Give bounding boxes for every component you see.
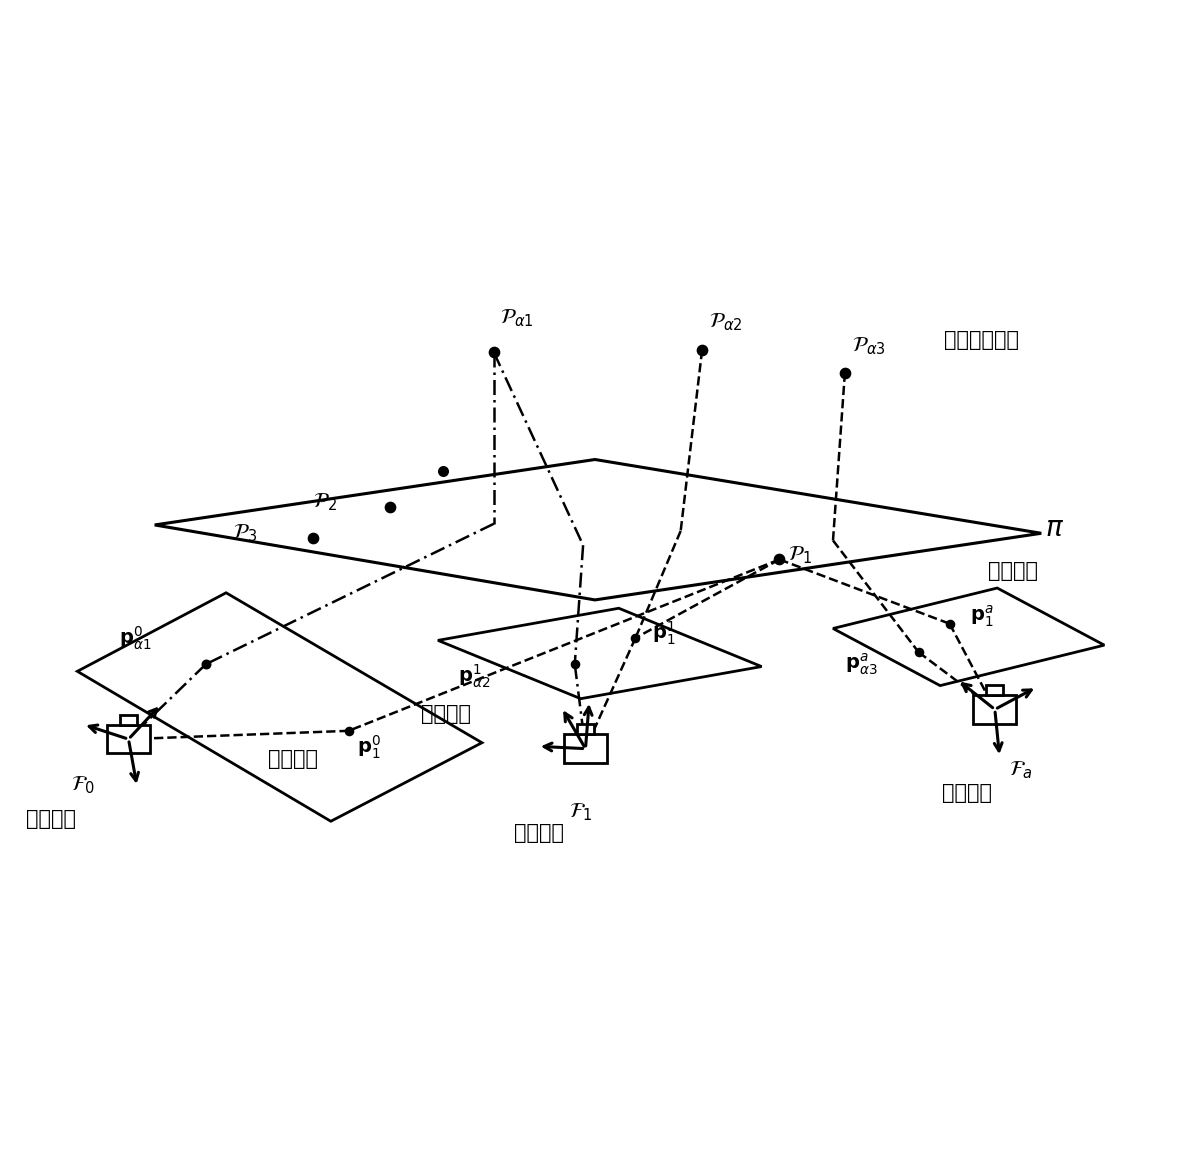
Text: $\mathbf{p}_{\alpha 2}^{1}$: $\mathbf{p}_{\alpha 2}^{1}$ — [458, 662, 490, 690]
Text: $\mathcal{P}_{\alpha 1}$: $\mathcal{P}_{\alpha 1}$ — [500, 307, 533, 329]
Polygon shape — [155, 459, 1041, 600]
Point — [626, 628, 645, 647]
Text: $\mathcal{F}_a$: $\mathcal{F}_a$ — [1009, 759, 1033, 781]
Text: 理想图像: 理想图像 — [421, 705, 471, 724]
Text: 目标物特征点: 目标物特征点 — [944, 331, 1019, 351]
Text: $\mathbf{p}_{1}^{0}$: $\mathbf{p}_{1}^{0}$ — [357, 734, 381, 761]
Text: 理想位姿: 理想位姿 — [514, 823, 564, 843]
Point — [381, 498, 400, 516]
Text: $\mathcal{P}_{1}$: $\mathcal{P}_{1}$ — [788, 544, 812, 566]
Text: 初始位姿: 初始位姿 — [26, 809, 76, 828]
Point — [565, 655, 584, 673]
Polygon shape — [77, 592, 482, 821]
Text: 参考图像: 参考图像 — [988, 561, 1038, 581]
Text: $\mathcal{F}_0$: $\mathcal{F}_0$ — [71, 775, 95, 796]
Text: 参考位姿: 参考位姿 — [942, 782, 992, 803]
Point — [835, 363, 854, 382]
Polygon shape — [833, 588, 1104, 686]
Point — [196, 655, 215, 673]
Polygon shape — [107, 725, 150, 753]
Text: $\mathbf{p}_{1}^{1}$: $\mathbf{p}_{1}^{1}$ — [652, 619, 676, 647]
Point — [303, 529, 322, 547]
Text: $\mathbf{p}_{\alpha 1}^{0}$: $\mathbf{p}_{\alpha 1}^{0}$ — [119, 625, 151, 651]
Polygon shape — [577, 724, 594, 735]
Polygon shape — [564, 735, 607, 762]
Text: $\mathcal{P}_{\alpha 3}$: $\mathcal{P}_{\alpha 3}$ — [852, 336, 885, 358]
Text: $\mathcal{P}_{3}$: $\mathcal{P}_{3}$ — [233, 523, 257, 544]
Point — [693, 341, 712, 360]
Text: $\mathbf{p}_{1}^{a}$: $\mathbf{p}_{1}^{a}$ — [970, 604, 994, 629]
Text: $\mathbf{p}_{\alpha 3}^{a}$: $\mathbf{p}_{\alpha 3}^{a}$ — [845, 651, 877, 677]
Text: $\mathcal{F}_1$: $\mathcal{F}_1$ — [569, 801, 593, 823]
Text: $\mathcal{P}_{2}$: $\mathcal{P}_{2}$ — [313, 492, 337, 514]
Polygon shape — [987, 685, 1003, 695]
Point — [909, 643, 928, 662]
Text: 初始图像: 初始图像 — [268, 750, 318, 769]
Polygon shape — [438, 609, 762, 699]
Point — [433, 462, 452, 480]
Point — [940, 614, 959, 633]
Point — [770, 551, 789, 569]
Polygon shape — [973, 695, 1016, 723]
Polygon shape — [120, 715, 137, 725]
Point — [484, 344, 503, 362]
Text: $\pi$: $\pi$ — [1045, 515, 1064, 541]
Point — [339, 722, 358, 740]
Text: $\mathcal{P}_{\alpha 2}$: $\mathcal{P}_{\alpha 2}$ — [709, 311, 743, 333]
